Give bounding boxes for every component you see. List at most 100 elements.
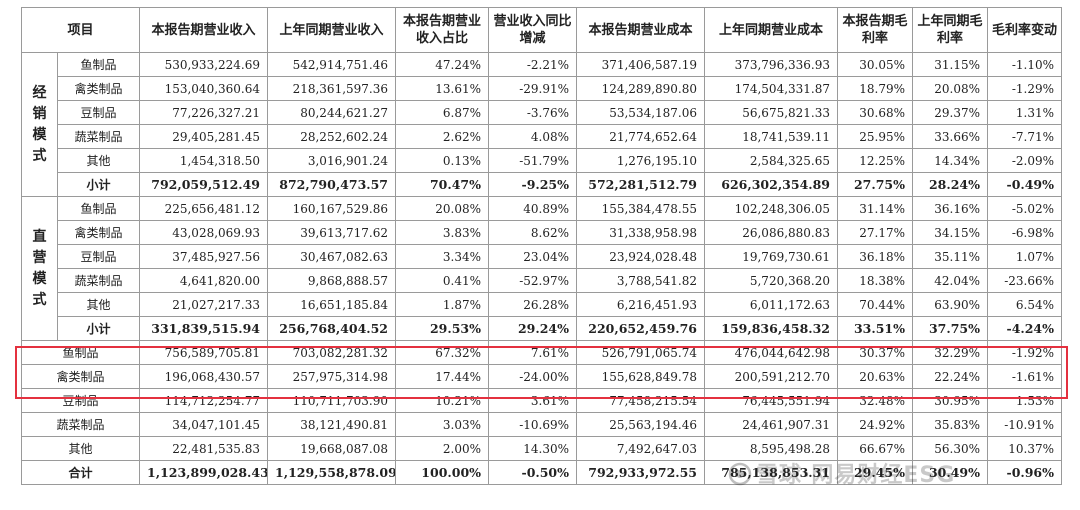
value-cell: 27.17% <box>837 220 914 245</box>
value-cell: 80,244,621.27 <box>267 100 397 125</box>
value-cell: 30.49% <box>912 460 989 485</box>
value-cell: 35.11% <box>912 244 989 269</box>
value-cell: 3.83% <box>395 220 490 245</box>
row-label: 禽类制品 <box>56 76 141 101</box>
value-cell: 19,668,087.08 <box>267 436 397 461</box>
value-cell: 4,641,820.00 <box>139 268 269 293</box>
value-cell: 22.24% <box>912 364 989 389</box>
value-cell: 160,167,529.86 <box>267 196 397 221</box>
value-cell: 9,868,888.57 <box>267 268 397 293</box>
row-label: 小计 <box>56 172 141 197</box>
summary-row: 其他 22,481,535.83 19,668,087.08 2.00% 14.… <box>20 436 1063 461</box>
value-cell: 29.37% <box>912 100 989 125</box>
value-cell: 29.45% <box>837 460 914 485</box>
value-cell: 1,276,195.10 <box>576 148 706 173</box>
value-cell: 572,281,512.79 <box>576 172 706 197</box>
value-cell: 29.53% <box>395 316 490 341</box>
table-row: 蔬菜制品 29,405,281.45 28,252,602.24 2.62% 4… <box>22 124 1063 149</box>
value-cell: 256,768,404.52 <box>267 316 397 341</box>
header-cell: 上年同期营业成本 <box>704 7 839 53</box>
row-label: 其他 <box>56 292 141 317</box>
value-cell: -0.49% <box>987 172 1063 197</box>
value-cell: 17.44% <box>395 364 490 389</box>
row-label: 豆制品 <box>56 100 141 125</box>
table-row: 禽类制品 153,040,360.64 218,361,597.36 13.61… <box>22 76 1063 101</box>
value-cell: 18.79% <box>837 76 914 101</box>
snowball-logo-icon <box>728 462 752 486</box>
value-cell: 174,504,331.87 <box>704 76 839 101</box>
subtotal-row: 小计 331,839,515.94 256,768,404.52 29.53% … <box>22 316 1063 341</box>
value-cell: 56,675,821.33 <box>704 100 839 125</box>
value-cell: -2.09% <box>987 148 1063 173</box>
value-cell: 476,044,642.98 <box>704 340 839 365</box>
value-cell: 10.21% <box>395 388 490 413</box>
row-label: 豆制品 <box>56 244 141 269</box>
value-cell: 6.87% <box>395 100 490 125</box>
header-cell: 营业收入同比增减 <box>488 7 578 53</box>
value-cell: 66.67% <box>837 436 914 461</box>
value-cell: 4.08% <box>488 124 578 149</box>
value-cell: 32.48% <box>837 388 914 413</box>
value-cell: 70.44% <box>837 292 914 317</box>
financial-table: 项目 本报告期营业收入 上年同期营业收入 本报告期营业收入占比 营业收入同比增减… <box>20 7 1063 485</box>
value-cell: 39,613,717.62 <box>267 220 397 245</box>
value-cell: -51.79% <box>488 148 578 173</box>
value-cell: 3.61% <box>488 388 578 413</box>
value-cell: 16,651,185.84 <box>267 292 397 317</box>
value-cell: 3,788,541.82 <box>576 268 706 293</box>
header-cell: 本报告期毛利率 <box>837 7 914 53</box>
value-cell: 218,361,597.36 <box>267 76 397 101</box>
value-cell: 371,406,587.19 <box>576 52 706 77</box>
summary-row: 豆制品 114,712,254.77 110,711,703.90 10.21%… <box>20 388 1063 413</box>
value-cell: -1.10% <box>987 52 1063 77</box>
value-cell: 626,302,354.89 <box>704 172 839 197</box>
header-cell: 本报告期营业收入 <box>139 7 269 53</box>
row-label: 蔬菜制品 <box>56 268 141 293</box>
value-cell: 7.61% <box>488 340 578 365</box>
value-cell: 56.30% <box>912 436 989 461</box>
value-cell: 26,086,880.83 <box>704 220 839 245</box>
header-cell: 上年同期营业收入 <box>267 7 397 53</box>
value-cell: 373,796,336.93 <box>704 52 839 77</box>
value-cell: 36.16% <box>912 196 989 221</box>
value-cell: 1.07% <box>987 244 1063 269</box>
value-cell: 38,121,490.81 <box>267 412 397 437</box>
value-cell: 124,289,890.80 <box>576 76 706 101</box>
value-cell: 20.63% <box>837 364 914 389</box>
value-cell: 526,791,065.74 <box>576 340 706 365</box>
value-cell: -10.91% <box>987 412 1063 437</box>
value-cell: 70.47% <box>395 172 490 197</box>
value-cell: 7,492,647.03 <box>576 436 706 461</box>
header-cell: 本报告期营业成本 <box>576 7 706 53</box>
row-label: 小计 <box>56 316 141 341</box>
value-cell: -29.91% <box>488 76 578 101</box>
table-row: 经销模式 鱼制品 530,933,224.69 542,914,751.46 4… <box>21 52 1063 197</box>
table-row: 蔬菜制品 4,641,820.00 9,868,888.57 0.41% -52… <box>22 268 1063 293</box>
row-label: 蔬菜制品 <box>56 124 141 149</box>
value-cell: 12.25% <box>837 148 914 173</box>
header-cell: 本报告期营业收入占比 <box>395 7 490 53</box>
row-label: 禽类制品 <box>20 364 141 389</box>
value-cell: -52.97% <box>488 268 578 293</box>
total-row: 合计 1,123,899,028.43 1,129,558,878.09 100… <box>20 460 1063 485</box>
table-row: 其他 1,454,318.50 3,016,901.24 0.13% -51.7… <box>22 148 1063 173</box>
value-cell: 33.51% <box>837 316 914 341</box>
value-cell: 1,123,899,028.43 <box>139 460 269 485</box>
value-cell: 3.03% <box>395 412 490 437</box>
value-cell: 76,445,551.94 <box>704 388 839 413</box>
value-cell: 63.90% <box>912 292 989 317</box>
value-cell: 6,216,451.93 <box>576 292 706 317</box>
value-cell: 110,711,703.90 <box>267 388 397 413</box>
value-cell: -10.69% <box>488 412 578 437</box>
value-cell: -23.66% <box>987 268 1063 293</box>
value-cell: 100.00% <box>395 460 490 485</box>
value-cell: 6,011,172.63 <box>704 292 839 317</box>
table-header-row: 项目 本报告期营业收入 上年同期营业收入 本报告期营业收入占比 营业收入同比增减… <box>20 7 1063 53</box>
value-cell: 8,595,498.28 <box>704 436 839 461</box>
value-cell: 67.32% <box>395 340 490 365</box>
value-cell: 32.29% <box>912 340 989 365</box>
table-row: 禽类制品 43,028,069.93 39,613,717.62 3.83% 8… <box>22 220 1063 245</box>
value-cell: 114,712,254.77 <box>139 388 269 413</box>
value-cell: -9.25% <box>488 172 578 197</box>
